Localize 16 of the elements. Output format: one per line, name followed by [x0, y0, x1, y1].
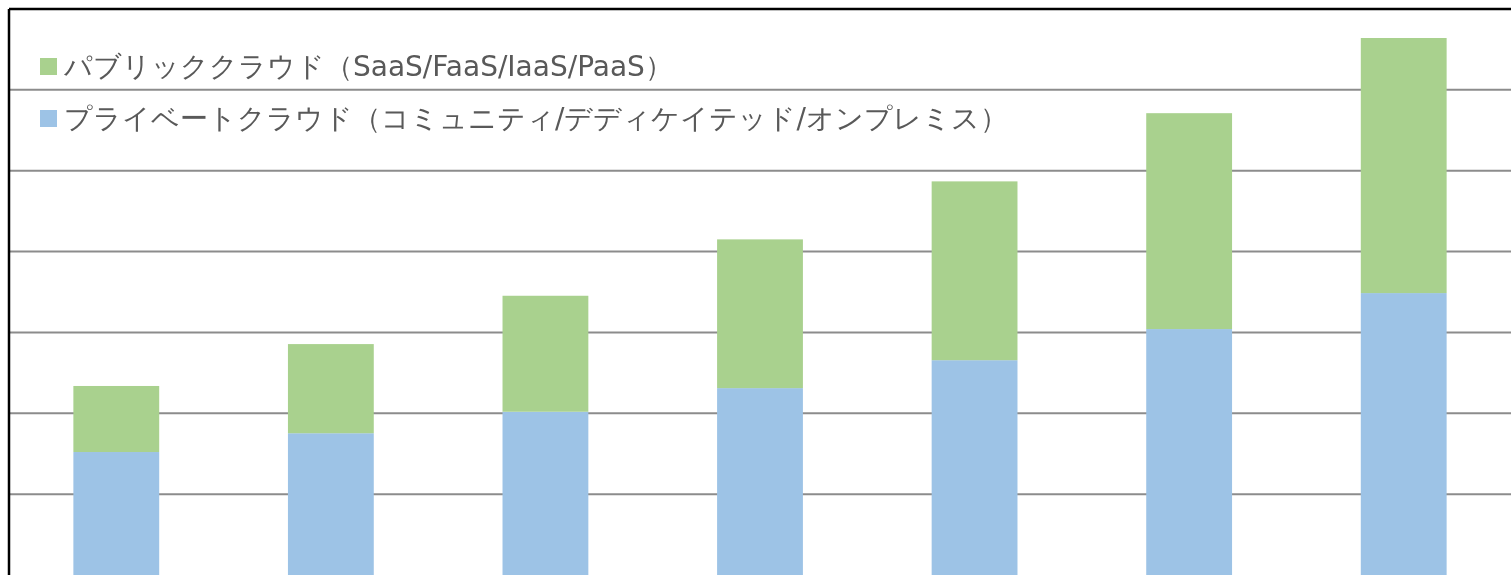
bar: [931, 360, 1018, 575]
bar: [502, 295, 589, 412]
bar: [287, 344, 374, 434]
bar: [502, 411, 589, 575]
legend-label: プライベートクラウド（コミュニティ/デディケイテッド/オンプレミス）: [64, 102, 1008, 135]
bar: [287, 433, 374, 575]
bar: [1146, 113, 1233, 330]
bar: [1360, 293, 1447, 575]
legend-label: パブリッククラウド（SaaS/FaaS/IaaS/PaaS）: [63, 50, 673, 83]
bar: [931, 181, 1018, 361]
bar: [1146, 329, 1233, 575]
bar: [73, 385, 160, 453]
bar: [1360, 38, 1447, 294]
bar: [717, 388, 803, 575]
bar: [717, 239, 803, 389]
bar: [73, 452, 160, 575]
